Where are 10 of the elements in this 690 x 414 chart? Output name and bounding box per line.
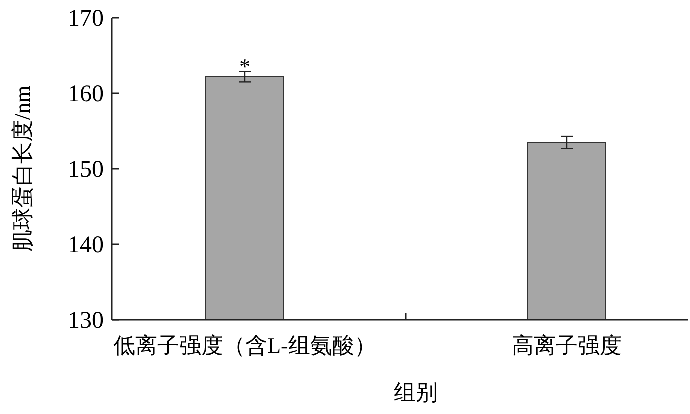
x-axis-title: 组别: [394, 380, 438, 405]
y-tick-label: 130: [68, 308, 104, 334]
y-axis-title: 肌球蛋白长度/nm: [10, 86, 35, 252]
y-tick-label: 160: [68, 82, 104, 108]
x-tick-label: 高离子强度: [512, 333, 622, 358]
y-tick-label: 140: [68, 232, 104, 258]
y-tick-label: 150: [68, 157, 104, 183]
x-tick-label: 低离子强度（含L-组氨酸）: [114, 333, 376, 358]
annotation: *: [240, 54, 250, 79]
y-tick-label: 170: [68, 6, 104, 32]
